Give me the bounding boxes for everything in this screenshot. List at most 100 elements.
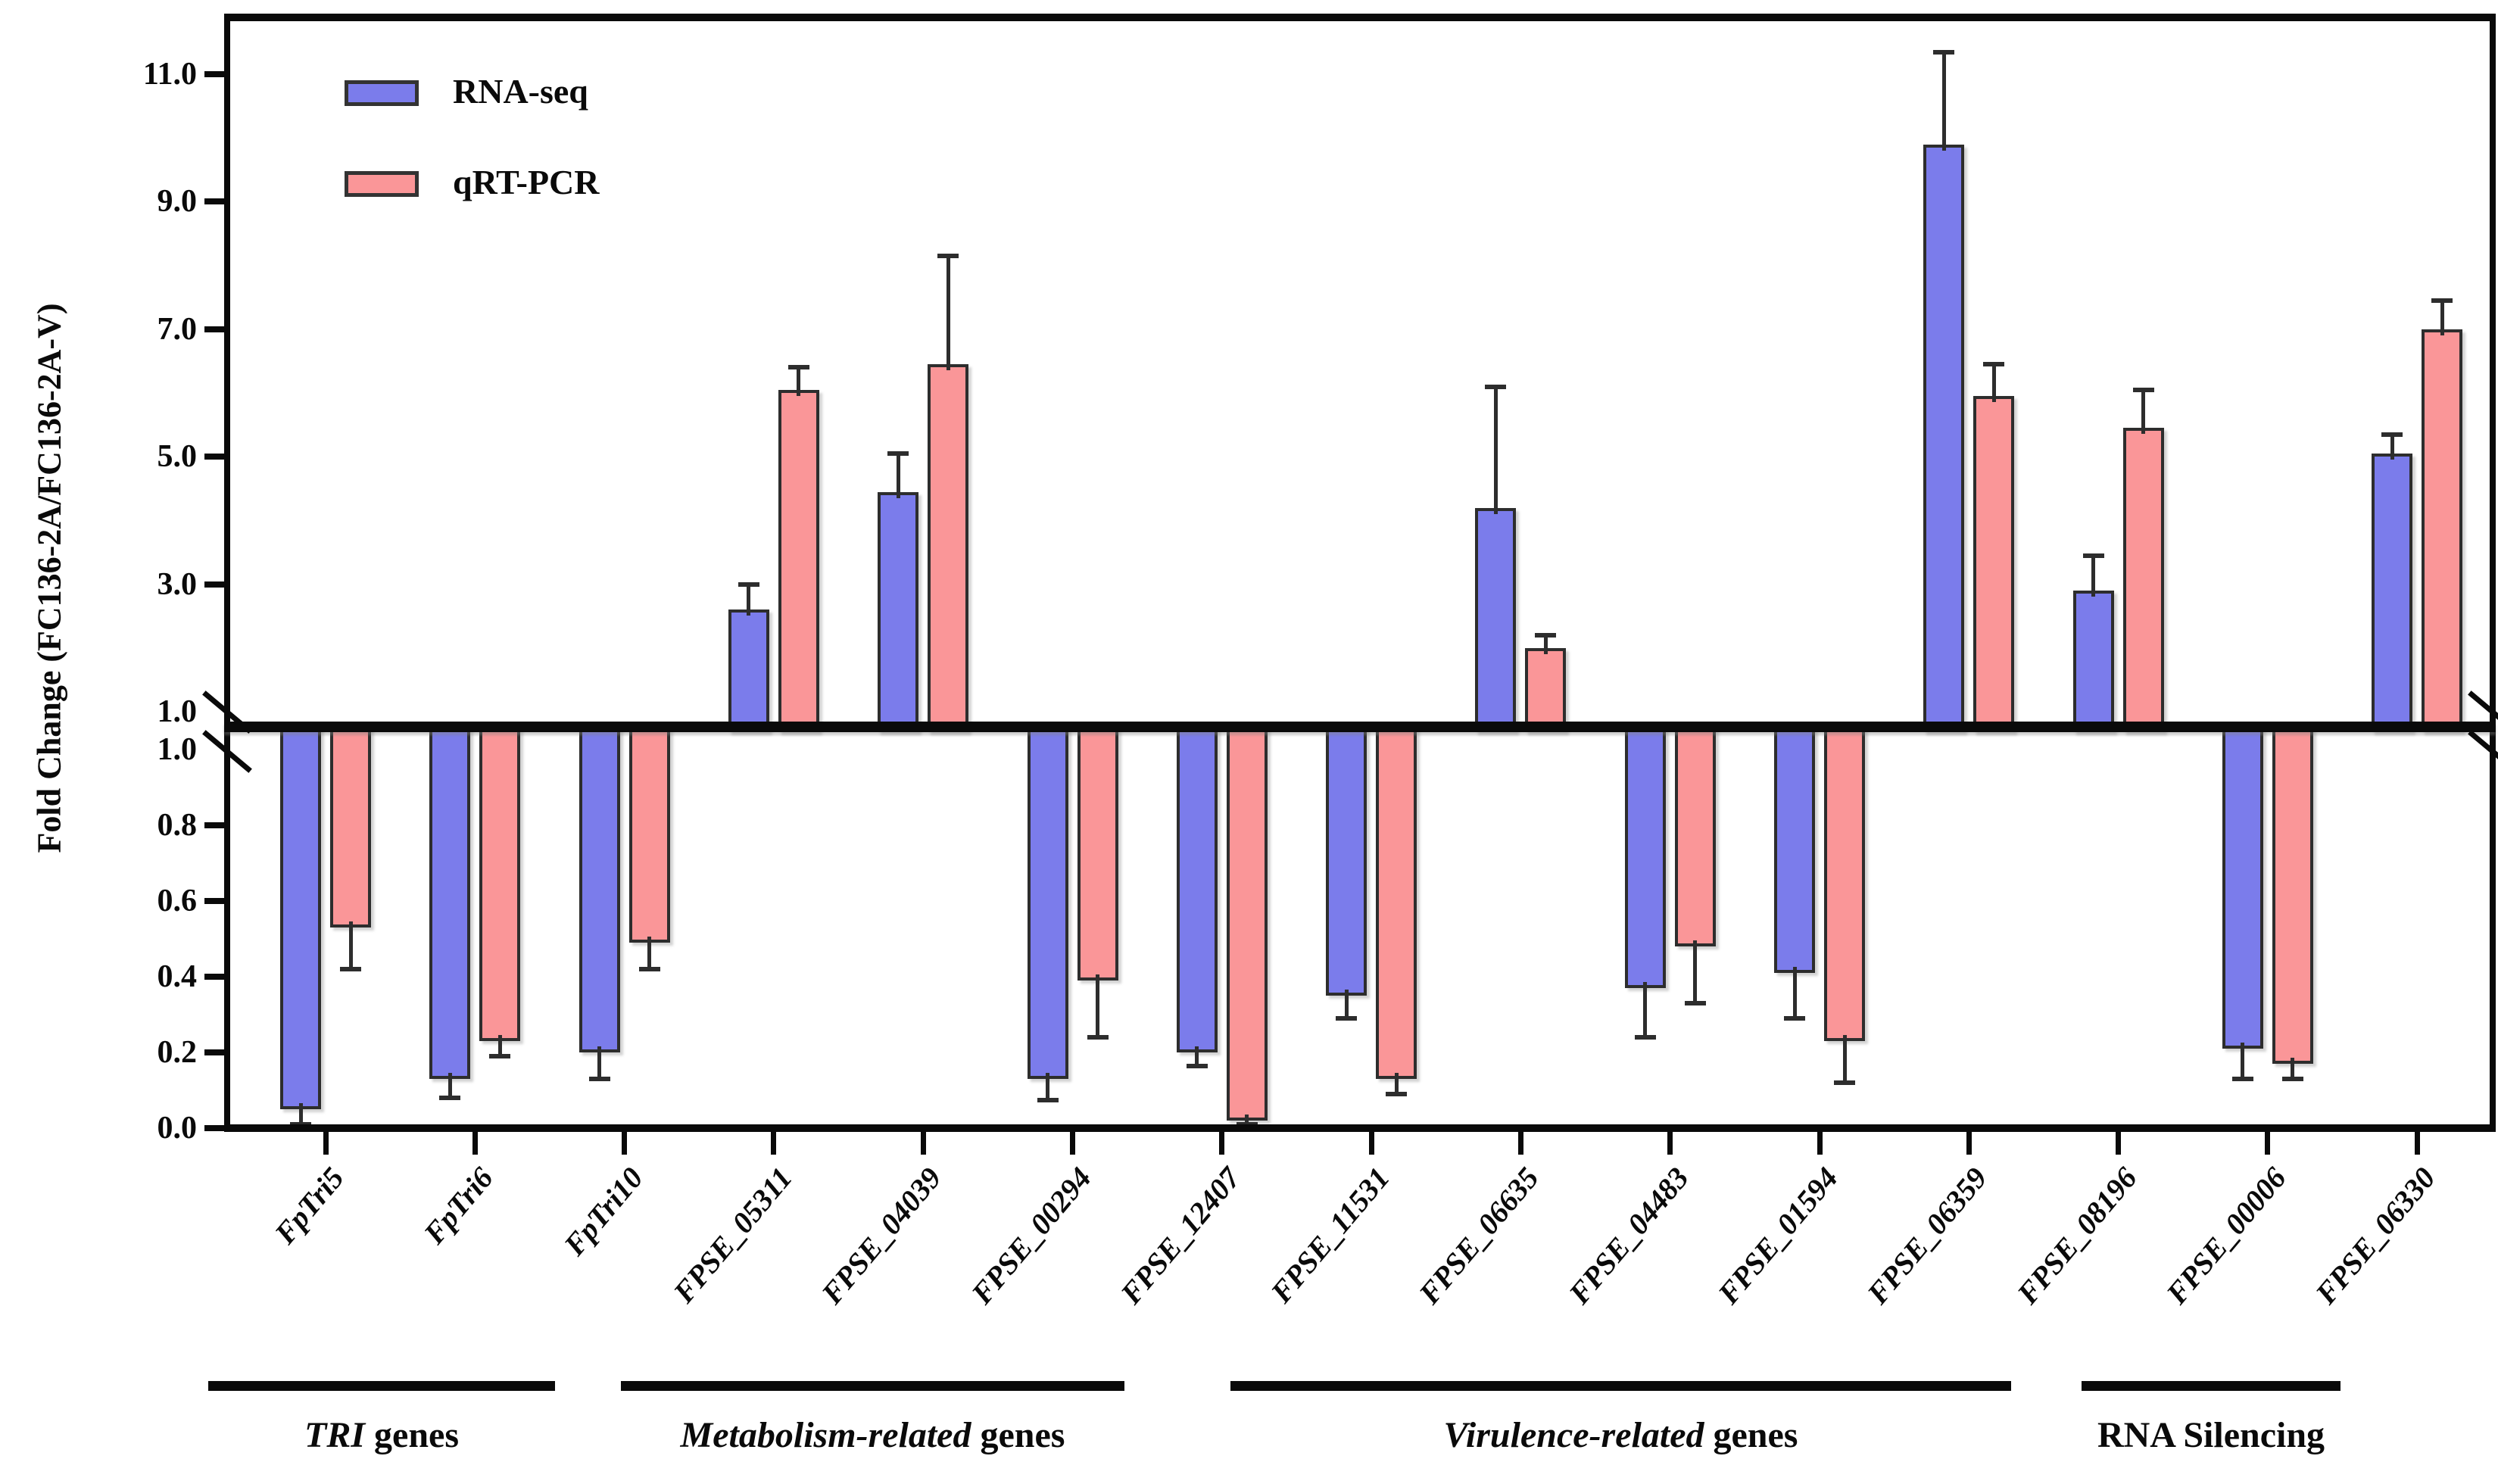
y-tick-label: 7.0 bbox=[157, 311, 198, 347]
error-bar bbox=[2091, 555, 2096, 597]
bar-qRT-PCR-FPSE_11531 bbox=[1376, 722, 1417, 1079]
y-axis-title: Fold Change (FC136-2A/FC136-2A-V) bbox=[30, 303, 68, 853]
bar-qRT-PCR-FPSE_00294 bbox=[1077, 722, 1118, 980]
group-label-regular-part: RNA Silencing bbox=[2097, 1415, 2325, 1455]
bar-RNA-seq-FPSE_04039 bbox=[878, 491, 919, 732]
x-tick bbox=[920, 1132, 926, 1155]
error-cap bbox=[588, 1077, 610, 1081]
error-cap bbox=[2082, 553, 2104, 558]
y-axis-line bbox=[224, 14, 230, 1131]
bar-RNA-seq-FPSE_00294 bbox=[1027, 722, 1068, 1079]
y-tick-label: 0.8 bbox=[157, 808, 198, 843]
y-tick-label: 3.0 bbox=[157, 566, 198, 602]
x-tick bbox=[323, 1132, 329, 1155]
x-tick bbox=[1517, 1132, 1523, 1155]
error-bar bbox=[797, 367, 801, 396]
y-tick bbox=[204, 71, 227, 77]
bar-qRT-PCR-FPSE_12407 bbox=[1226, 722, 1268, 1121]
error-cap bbox=[340, 967, 361, 971]
y-tick bbox=[204, 454, 227, 460]
legend-label-rna-seq: RNA-seq bbox=[453, 72, 588, 111]
error-cap bbox=[1684, 1001, 1706, 1005]
bar-RNA-seq-FPSE_06635 bbox=[1475, 507, 1517, 732]
error-cap bbox=[2132, 387, 2154, 392]
y-tick-label: 0.2 bbox=[157, 1035, 198, 1070]
bar-qRT-PCR-FPSE_00006 bbox=[2272, 722, 2313, 1064]
legend-swatch-rna-seq bbox=[345, 80, 419, 106]
error-bar bbox=[2440, 300, 2444, 335]
error-bar bbox=[2241, 1043, 2245, 1079]
x-tick bbox=[622, 1132, 628, 1155]
error-cap bbox=[2281, 1077, 2303, 1081]
x-tick bbox=[771, 1132, 777, 1155]
x-tick bbox=[2116, 1132, 2122, 1155]
error-cap bbox=[787, 365, 809, 370]
y-tick bbox=[204, 898, 227, 904]
error-bar bbox=[1991, 364, 1996, 403]
error-cap bbox=[1485, 384, 1507, 389]
group-label: Metabolism-related genes bbox=[681, 1414, 1065, 1456]
bar-qRT-PCR-FpTri10 bbox=[628, 722, 670, 943]
y-tick-label: 11.0 bbox=[142, 57, 197, 92]
error-bar bbox=[1792, 967, 1797, 1018]
error-bar bbox=[597, 1046, 602, 1079]
bar-qRT-PCR-FPSE_06635 bbox=[1525, 647, 1567, 732]
bar-qRT-PCR-FPSE_08196 bbox=[2122, 428, 2164, 732]
x-axis-baseline bbox=[224, 1124, 2496, 1132]
error-cap bbox=[937, 253, 959, 258]
error-cap bbox=[1634, 1035, 1656, 1040]
legend-label-qrt-pcr: qRT-PCR bbox=[453, 163, 600, 201]
error-bar bbox=[1842, 1035, 1847, 1083]
group-label-regular-part: genes bbox=[1704, 1415, 1798, 1455]
error-cap bbox=[1983, 362, 2005, 367]
error-bar bbox=[497, 1035, 502, 1056]
error-bar bbox=[298, 1103, 303, 1124]
error-cap bbox=[1037, 1097, 1059, 1102]
x-tick bbox=[1667, 1132, 1673, 1155]
group-label: TRI genes bbox=[304, 1414, 459, 1456]
x-tick bbox=[1070, 1132, 1075, 1155]
y-tick-label: 0.4 bbox=[157, 959, 198, 994]
x-tick bbox=[1368, 1132, 1374, 1155]
error-bar bbox=[896, 453, 900, 498]
error-bar bbox=[2291, 1058, 2295, 1079]
bar-qRT-PCR-FPSE_06359 bbox=[1973, 396, 2015, 732]
y-tick bbox=[204, 198, 227, 205]
group-label-regular-part: genes bbox=[365, 1415, 459, 1455]
error-bar bbox=[1493, 386, 1498, 514]
error-bar bbox=[747, 584, 751, 616]
error-cap bbox=[887, 450, 909, 456]
error-cap bbox=[1336, 1016, 1358, 1021]
plot-top-border bbox=[227, 14, 2493, 21]
group-underline bbox=[621, 1381, 1124, 1391]
plot-right-border bbox=[2490, 14, 2496, 1131]
bar-RNA-seq-FPSE_06330 bbox=[2372, 453, 2413, 732]
bar-RNA-seq-FPSE_12407 bbox=[1176, 722, 1218, 1052]
bar-qRT-PCR-FPSE_04483 bbox=[1674, 722, 1716, 946]
error-bar bbox=[1693, 940, 1698, 1003]
group-underline bbox=[2082, 1381, 2341, 1391]
y-tick-label: 0.6 bbox=[157, 884, 198, 918]
error-cap bbox=[1933, 49, 1955, 55]
error-cap bbox=[1087, 1035, 1109, 1040]
bar-RNA-seq-FPSE_06359 bbox=[1923, 144, 1965, 732]
error-bar bbox=[2141, 389, 2146, 435]
error-bar bbox=[647, 937, 652, 969]
y-tick-label: 5.0 bbox=[157, 439, 198, 475]
group-label-regular-part: genes bbox=[971, 1415, 1065, 1455]
group-underline bbox=[1230, 1381, 2011, 1391]
y-tick-label: 9.0 bbox=[157, 184, 198, 220]
error-bar bbox=[448, 1073, 452, 1098]
error-bar bbox=[348, 921, 353, 969]
group-label-italic-part: Virulence-related bbox=[1443, 1415, 1704, 1455]
bar-RNA-seq-FPSE_05311 bbox=[728, 610, 769, 732]
bar-qRT-PCR-FpTri6 bbox=[479, 722, 521, 1041]
bar-qRT-PCR-FPSE_05311 bbox=[778, 389, 819, 732]
group-label: Virulence-related genes bbox=[1444, 1414, 1798, 1456]
bar-RNA-seq-FPSE_08196 bbox=[2072, 591, 2114, 732]
x-tick bbox=[2265, 1132, 2271, 1155]
bar-RNA-seq-FPSE_04483 bbox=[1624, 722, 1666, 988]
error-cap bbox=[439, 1096, 461, 1100]
y-tick bbox=[204, 1049, 227, 1055]
